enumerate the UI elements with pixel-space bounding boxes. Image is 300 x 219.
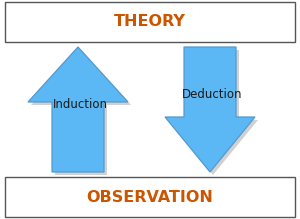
Polygon shape: [31, 50, 131, 175]
Text: THEORY: THEORY: [114, 14, 186, 30]
FancyBboxPatch shape: [5, 2, 295, 42]
Text: Deduction: Deduction: [182, 88, 242, 101]
Polygon shape: [168, 50, 258, 175]
Text: OBSERVATION: OBSERVATION: [87, 189, 213, 205]
FancyBboxPatch shape: [5, 177, 295, 217]
Polygon shape: [165, 47, 255, 172]
Polygon shape: [28, 47, 128, 172]
Text: Induction: Induction: [52, 97, 107, 111]
